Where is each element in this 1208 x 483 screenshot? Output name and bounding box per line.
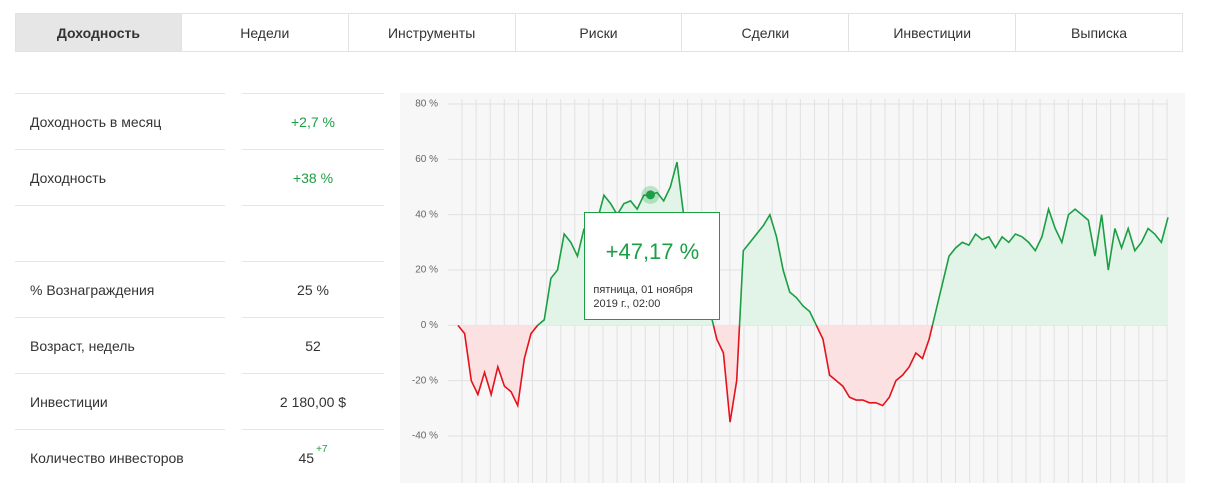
- y-tick-label: 40 %: [415, 209, 438, 220]
- empty-cell: [242, 205, 384, 261]
- tab[interactable]: Выписка: [1016, 13, 1183, 52]
- line: [457, 161, 1169, 423]
- stat-value: 2 180,00 $: [242, 373, 384, 429]
- y-tick-label: -40 %: [412, 431, 438, 442]
- tab[interactable]: Доходность: [15, 13, 182, 52]
- tab[interactable]: Недели: [181, 13, 349, 52]
- stat-label: Количество инвесторов: [15, 429, 225, 483]
- tooltip-date-line: пятница, 01 ноября: [593, 283, 693, 296]
- tab[interactable]: Инструменты: [348, 13, 516, 52]
- stat-value: 52: [242, 317, 384, 373]
- stat-value: +2,7 %: [242, 93, 384, 149]
- y-tick-label: 0 %: [421, 320, 438, 331]
- stat-value: +38 %: [242, 149, 384, 205]
- tooltip: +47,17 % пятница, 01 ноября 2019 г., 02:00: [584, 211, 721, 320]
- tab[interactable]: Инвестиции: [849, 13, 1017, 52]
- empty-cell: [15, 205, 225, 261]
- y-tick-label: 80 %: [415, 99, 438, 110]
- area: [458, 162, 1168, 423]
- stat-label: Доходность: [15, 149, 225, 205]
- stat-label: Возраст, недель: [15, 317, 225, 373]
- stat-value-text: +38 %: [292, 169, 334, 186]
- tab[interactable]: Сделки: [682, 13, 850, 52]
- stat-badge: +7: [316, 444, 328, 455]
- tooltip-date: пятница, 01 ноября 2019 г., 02:00: [593, 283, 711, 311]
- stat-label: % Вознаграждения: [15, 261, 225, 317]
- tooltip-marker: [645, 190, 655, 200]
- y-tick-label: 60 %: [415, 154, 438, 165]
- stat-value-text: 25 %: [297, 281, 329, 298]
- chart: -40 % -20 % 0 % 20 % 40 % 60 % 80 %: [400, 93, 1185, 483]
- stat-value-text: 52: [305, 337, 321, 354]
- y-tick-label: 20 %: [415, 265, 438, 276]
- stat-value-text: 2 180,00 $: [279, 393, 347, 410]
- stat-value: 45 +7: [242, 429, 384, 483]
- stat-label: Доходность в месяц: [15, 93, 225, 149]
- y-tick-label: -20 %: [412, 375, 438, 386]
- stat-value-text: 45: [298, 449, 315, 466]
- stat-label: Инвестиции: [15, 373, 225, 429]
- stat-value-text: +2,7 %: [291, 113, 335, 130]
- tooltip-date-line: 2019 г., 02:00: [593, 297, 661, 310]
- tooltip-value: +47,17 %: [605, 238, 700, 264]
- tab[interactable]: Риски: [515, 13, 683, 52]
- stat-value: 25 %: [242, 261, 384, 317]
